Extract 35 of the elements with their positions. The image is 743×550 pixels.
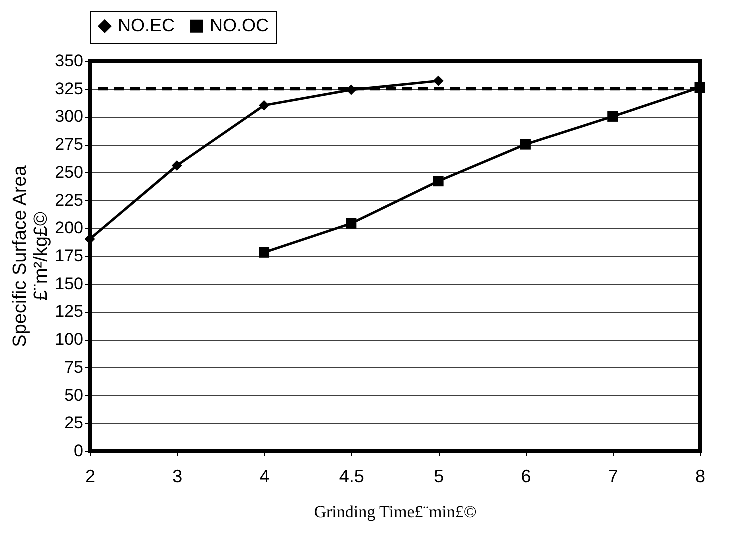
x-axis-title: Grinding Time£¨min£© xyxy=(314,502,477,522)
x-tick-label: 8 xyxy=(695,466,706,486)
y-tick-label: 300 xyxy=(55,107,84,126)
y-tick-label: 125 xyxy=(55,302,84,322)
x-tick-label: 4 xyxy=(260,466,270,486)
y-tick-label: 150 xyxy=(55,274,84,294)
y-axis-title: Specific Surface Area £¨m²/kg£© xyxy=(10,165,52,348)
y-tick-label: 250 xyxy=(55,162,84,182)
point xyxy=(433,76,444,86)
point xyxy=(608,111,618,122)
point xyxy=(520,139,531,150)
y-tick-label: 100 xyxy=(55,330,84,350)
y-tick-label: 175 xyxy=(55,246,84,266)
y-tick-label: 50 xyxy=(64,386,84,405)
y-tick-label: 200 xyxy=(55,218,84,238)
y-tick-label: 0 xyxy=(74,442,84,460)
point xyxy=(346,218,357,229)
y-tick-label: 350 xyxy=(55,52,84,70)
point xyxy=(433,176,444,187)
legend-label: NO.OC xyxy=(210,15,270,36)
point xyxy=(259,100,270,111)
x-tick-label: 5 xyxy=(434,466,444,486)
x-tick-label: 7 xyxy=(608,466,618,486)
y-tick-label: 275 xyxy=(55,135,84,154)
x-tick-label: 3 xyxy=(172,466,183,486)
point xyxy=(259,247,270,258)
x-tick-label: 2 xyxy=(85,466,96,486)
y-tick-label: 75 xyxy=(64,358,84,377)
x-tick-label: 4.5 xyxy=(339,466,364,486)
y-tick-label: 225 xyxy=(55,190,84,210)
x-tick-label: 6 xyxy=(521,466,532,486)
y-tick-label: 25 xyxy=(64,414,84,433)
y-tick-label: 325 xyxy=(55,79,84,98)
legend-label: NO.EC xyxy=(118,15,176,36)
point xyxy=(172,160,182,171)
